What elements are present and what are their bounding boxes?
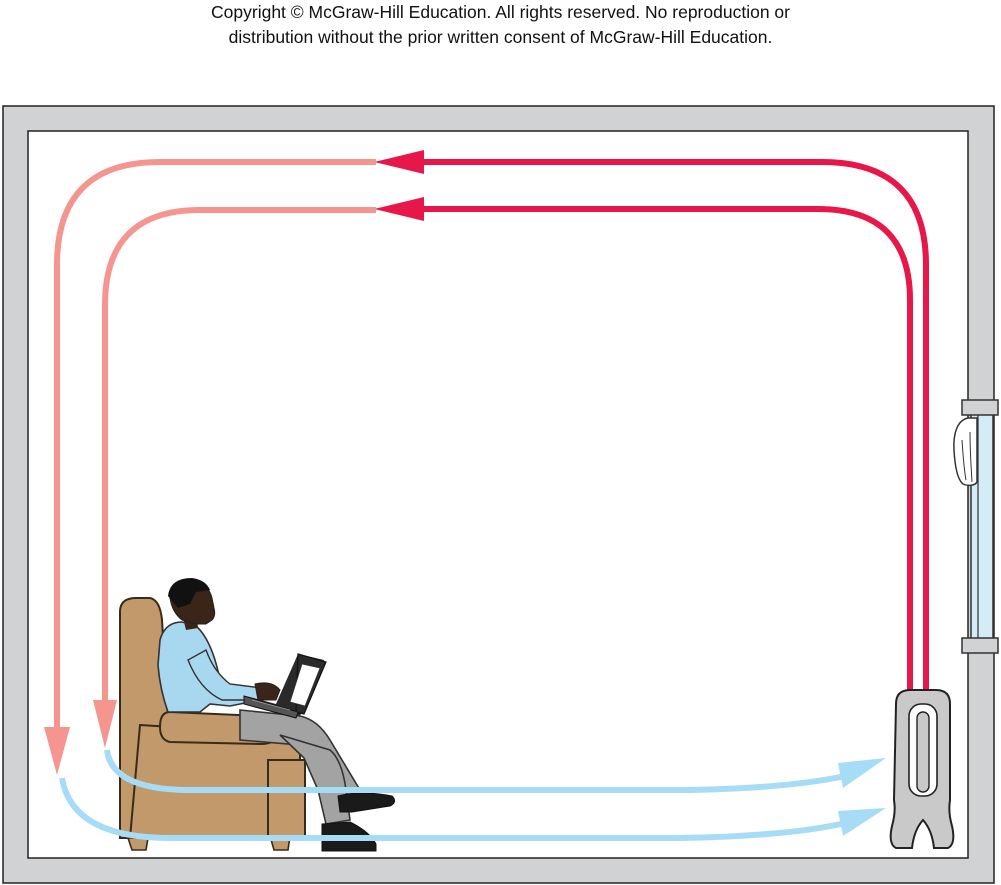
cool-air-arrowhead-upper xyxy=(838,758,886,788)
person-icon xyxy=(157,578,396,852)
copyright-notice: Copyright © McGraw-Hill Education. All r… xyxy=(0,0,1001,50)
cooling-air-path-inner xyxy=(102,207,376,705)
cool-air-arrows xyxy=(59,749,886,841)
wall-frame xyxy=(2,105,995,884)
cooling-air-arrowhead-inner xyxy=(93,700,117,748)
cool-air-arrowhead-lower xyxy=(838,808,886,836)
cooling-air-arrowhead-outer xyxy=(44,727,70,775)
laptop-icon xyxy=(243,653,327,719)
room-walls xyxy=(2,105,995,884)
window-icon xyxy=(953,399,999,654)
curtain-icon xyxy=(953,417,978,487)
radiator-icon xyxy=(889,689,955,849)
hot-air-arrowhead-inner xyxy=(374,197,424,221)
hot-air-arrows xyxy=(374,150,929,690)
cooling-air-path-outer xyxy=(54,159,376,735)
hot-air-arrowhead-outer xyxy=(374,150,424,174)
hot-air-path-inner xyxy=(418,206,913,690)
copyright-line-1: Copyright © McGraw-Hill Education. All r… xyxy=(211,2,790,22)
copyright-line-2: distribution without the prior written c… xyxy=(228,27,773,47)
cool-air-path-upper xyxy=(104,749,846,793)
cooling-air-arrows xyxy=(44,159,376,775)
hot-air-path-outer xyxy=(418,159,929,690)
cool-air-path-lower xyxy=(59,777,846,841)
